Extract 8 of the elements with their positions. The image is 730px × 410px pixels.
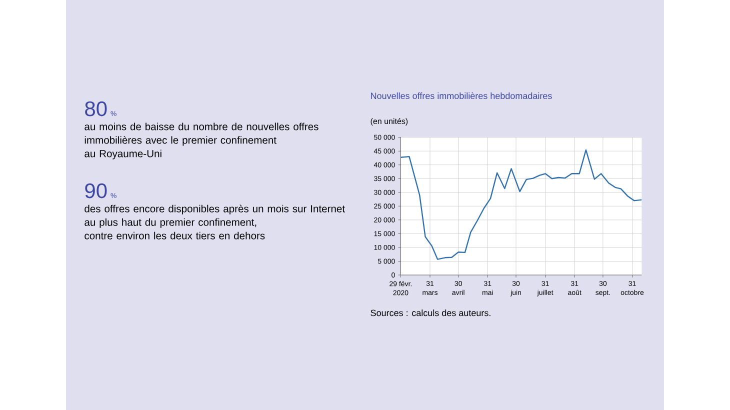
source-note: Sources : calculs des auteurs. — [370, 310, 490, 316]
text: 80 — [85, 101, 107, 116]
text: 90 — [85, 183, 107, 198]
text: au moins de baisse du nombre de nouvelles offres immobilières avec le premier confinement au Royaume-Uni — [84, 122, 318, 160]
chart-title: Nouvelles offres immobilières hebdomadaires — [371, 92, 552, 100]
text: des offres encore disponibles après un mois sur Internet au plus haut du premier confinement, contre environ les deux tiers en dehors — [84, 204, 345, 240]
line-series — [400, 149, 642, 260]
y-axis-title: (en unités) — [370, 118, 408, 126]
